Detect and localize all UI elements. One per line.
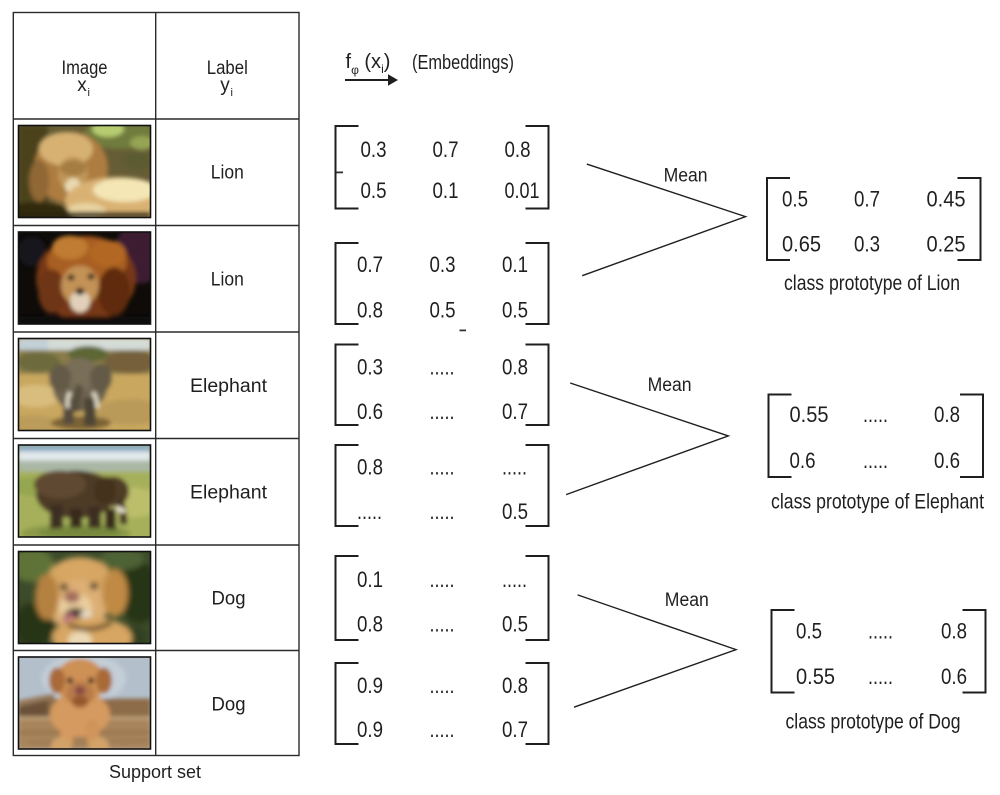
svg-text:.....: .....	[357, 499, 382, 524]
svg-text:0.6: 0.6	[357, 399, 383, 424]
svg-text:(Embeddings): (Embeddings)	[412, 52, 514, 74]
svg-text:0.1: 0.1	[502, 252, 528, 277]
svg-text:0.8: 0.8	[357, 612, 383, 637]
svg-text:0.55: 0.55	[790, 402, 829, 427]
svg-text:.....: .....	[502, 455, 527, 480]
svg-text:0.8: 0.8	[357, 298, 383, 323]
svg-text:.....: .....	[430, 612, 455, 637]
svg-text:Mean: Mean	[665, 590, 709, 611]
svg-text:0.8: 0.8	[502, 355, 528, 380]
svg-text:0.5: 0.5	[430, 298, 456, 323]
svg-text:0.3: 0.3	[430, 252, 456, 277]
svg-text:0.7: 0.7	[357, 252, 383, 277]
svg-text:i: i	[88, 87, 90, 99]
svg-text:0.7: 0.7	[502, 399, 528, 424]
svg-text:0.65: 0.65	[782, 232, 821, 257]
svg-text:0.5: 0.5	[502, 298, 528, 323]
svg-text:0.5: 0.5	[782, 187, 808, 212]
svg-text:Lion: Lion	[211, 163, 244, 184]
svg-text:0.55: 0.55	[796, 664, 835, 689]
svg-text:0.8: 0.8	[505, 137, 531, 162]
svg-text:0.1: 0.1	[357, 567, 383, 592]
svg-text:Image: Image	[62, 58, 108, 79]
svg-text:.....: .....	[430, 355, 455, 380]
svg-text:0.6: 0.6	[941, 664, 967, 689]
svg-text:0.8: 0.8	[357, 455, 383, 480]
svg-text:Support set: Support set	[109, 762, 201, 782]
svg-text:Elephant: Elephant	[190, 376, 268, 397]
svg-text:.....: .....	[863, 402, 888, 427]
svg-text:Label: Label	[207, 58, 248, 79]
svg-text:0.5: 0.5	[502, 612, 528, 637]
svg-text:.....: .....	[868, 619, 893, 644]
svg-text:.....: .....	[430, 455, 455, 480]
svg-text:i: i	[231, 87, 233, 99]
svg-text:0.01: 0.01	[505, 178, 540, 203]
svg-text:Dog: Dog	[212, 589, 246, 610]
svg-text:.....: .....	[430, 673, 455, 698]
svg-text:0.6: 0.6	[790, 448, 816, 473]
svg-text:0.6: 0.6	[934, 448, 960, 473]
svg-text:.....: .....	[430, 499, 455, 524]
svg-text:class prototype of Elephant: class prototype of Elephant	[771, 491, 984, 514]
svg-text:0.5: 0.5	[361, 178, 387, 203]
svg-text:.....: .....	[430, 399, 455, 424]
svg-text:0.1: 0.1	[433, 178, 459, 203]
svg-text:.....: .....	[868, 664, 893, 689]
svg-text:class prototype of Lion: class prototype of Lion	[784, 272, 960, 295]
svg-text:0.9: 0.9	[357, 717, 383, 742]
svg-text:Mean: Mean	[664, 165, 708, 186]
svg-text:0.3: 0.3	[361, 137, 387, 162]
svg-text:0.8: 0.8	[934, 402, 960, 427]
svg-text:0.5: 0.5	[502, 499, 528, 524]
svg-text:Lion: Lion	[211, 270, 244, 291]
svg-text:0.7: 0.7	[854, 187, 880, 212]
svg-text:class prototype of Dog: class prototype of Dog	[786, 711, 961, 734]
svg-text:y: y	[220, 75, 230, 96]
svg-text:0.5: 0.5	[796, 619, 822, 644]
svg-text:fφ (xi): fφ (xi)	[346, 51, 391, 77]
svg-text:0.8: 0.8	[502, 673, 528, 698]
svg-text:.....: .....	[430, 717, 455, 742]
svg-text:0.25: 0.25	[927, 232, 966, 257]
svg-text:0.45: 0.45	[927, 187, 966, 212]
svg-text:x: x	[77, 75, 87, 96]
svg-text:0.9: 0.9	[357, 673, 383, 698]
svg-text:.....: .....	[502, 567, 527, 592]
svg-text:Dog: Dog	[212, 695, 246, 716]
svg-text:0.7: 0.7	[433, 137, 459, 162]
svg-text:0.3: 0.3	[357, 355, 383, 380]
svg-text:.....: .....	[430, 567, 455, 592]
svg-text:Mean: Mean	[648, 375, 692, 396]
svg-text:.....: .....	[863, 448, 888, 473]
svg-text:Elephant: Elephant	[190, 483, 268, 504]
svg-text:0.8: 0.8	[941, 619, 967, 644]
svg-text:0.7: 0.7	[502, 717, 528, 742]
svg-text:0.3: 0.3	[854, 232, 880, 257]
